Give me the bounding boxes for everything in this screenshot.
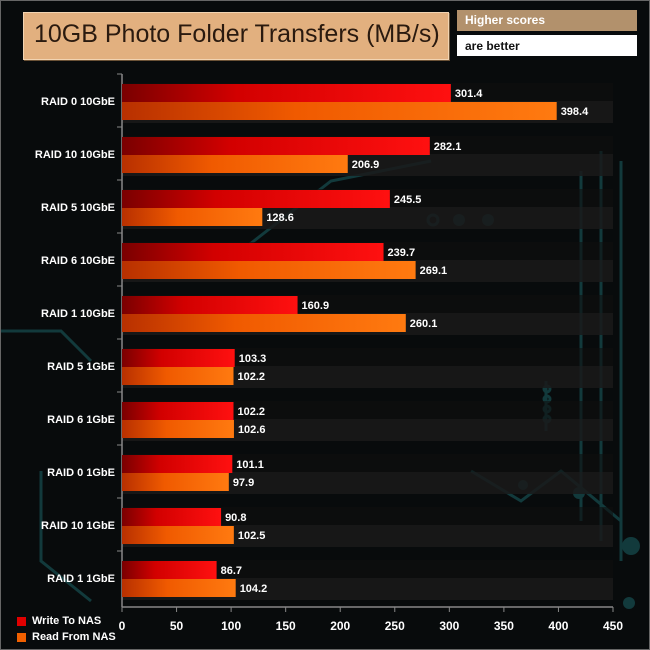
- bar-read: [122, 579, 236, 597]
- value-label: 239.7: [388, 247, 416, 259]
- legend-item-read: Read From NAS: [17, 629, 116, 645]
- legend-label-read: Read From NAS: [32, 631, 116, 643]
- value-label: 160.9: [302, 300, 330, 312]
- bar-read: [122, 473, 229, 491]
- value-label: 90.8: [225, 512, 246, 524]
- row-band-upper: [122, 401, 613, 419]
- row-band-upper: [122, 454, 613, 472]
- badge-line-2: are better: [465, 39, 520, 53]
- category-label: RAID 5 10GbE: [41, 202, 115, 214]
- value-label: 206.9: [352, 159, 380, 171]
- row-band: [122, 472, 613, 494]
- bar-read: [122, 367, 234, 385]
- x-tick-label: 150: [276, 619, 296, 633]
- value-label: 102.2: [238, 406, 266, 418]
- value-label: 269.1: [420, 265, 448, 277]
- better-badge: are better: [457, 35, 637, 56]
- value-label: 86.7: [221, 565, 242, 577]
- x-tick-label: 450: [603, 619, 623, 633]
- bars: [122, 84, 557, 597]
- category-labels: RAID 0 10GbE RAID 10 10GbE RAID 5 10GbE RAI…: [35, 96, 115, 585]
- value-labels: 301.4 398.4 282.1 206.9 245.5 128.6 239.7 269.1…: [221, 88, 590, 595]
- badge-line-1: Higher scores: [465, 13, 546, 27]
- category-label: RAID 0 10GbE: [41, 96, 115, 108]
- value-label: 398.4: [561, 106, 589, 118]
- value-label: 97.9: [233, 477, 254, 489]
- value-label: 301.4: [455, 88, 483, 100]
- value-label: 128.6: [266, 212, 294, 224]
- row-band-upper: [122, 348, 613, 366]
- category-label: RAID 10 1GbE: [41, 520, 115, 532]
- x-tick-label: 50: [170, 619, 184, 633]
- category-label: RAID 10 10GbE: [35, 149, 115, 161]
- bar-write: [122, 243, 384, 261]
- bar-write: [122, 561, 217, 579]
- bar-read: [122, 102, 557, 120]
- bar-write: [122, 455, 233, 473]
- x-tick-labels: 0 50 100 150 200 250 300 350 400 450: [119, 619, 624, 633]
- x-tick-label: 250: [385, 619, 405, 633]
- x-tick-label: 300: [439, 619, 459, 633]
- bar-write: [122, 508, 222, 526]
- legend-label-write: Write To NAS: [32, 615, 102, 627]
- category-label: RAID 0 1GbE: [47, 467, 115, 479]
- x-tick-label: 200: [330, 619, 350, 633]
- value-label: 245.5: [394, 194, 422, 206]
- category-label: RAID 6 1GbE: [47, 414, 115, 426]
- value-label: 101.1: [236, 459, 264, 471]
- category-label: RAID 6 10GbE: [41, 255, 115, 267]
- x-tick-label: 400: [548, 619, 568, 633]
- bar-write: [122, 296, 298, 314]
- category-label: RAID 1 10GbE: [41, 308, 115, 320]
- bar-write: [122, 190, 390, 208]
- value-label: 102.5: [238, 530, 266, 542]
- bar-write: [122, 349, 235, 367]
- value-label: 102.6: [238, 424, 266, 436]
- row-band: [122, 525, 613, 547]
- legend-swatch-read: [17, 632, 26, 642]
- chart-title-box: 10GB Photo Folder Transfers (MB/s): [23, 12, 449, 60]
- bar-read: [122, 261, 416, 279]
- row-band: [122, 578, 613, 600]
- row-band-upper: [122, 560, 613, 578]
- x-tick-label: 0: [119, 619, 126, 633]
- legend-item-write: Write To NAS: [17, 613, 116, 629]
- legend: Write To NAS Read From NAS: [17, 613, 116, 645]
- category-label: RAID 1 1GbE: [47, 573, 115, 585]
- row-band: [122, 419, 613, 441]
- bar-read: [122, 208, 263, 226]
- x-tick-label: 350: [494, 619, 514, 633]
- higher-scores-badge: Higher scores: [457, 10, 637, 31]
- value-label: 102.2: [238, 371, 266, 383]
- bar-read: [122, 526, 234, 544]
- value-label: 104.2: [240, 583, 268, 595]
- row-band: [122, 366, 613, 388]
- value-label: 260.1: [410, 318, 438, 330]
- chart-title: 10GB Photo Folder Transfers (MB/s): [34, 20, 440, 48]
- bar-read: [122, 420, 234, 438]
- legend-swatch-write: [17, 616, 26, 626]
- bar-read: [122, 155, 348, 173]
- value-label: 282.1: [434, 141, 462, 153]
- row-band-upper: [122, 507, 613, 525]
- x-tick-label: 100: [221, 619, 241, 633]
- bar-write: [122, 402, 234, 420]
- bar-write: [122, 84, 451, 102]
- category-label: RAID 5 1GbE: [47, 361, 115, 373]
- value-label: 103.3: [239, 353, 267, 365]
- bar-read: [122, 314, 406, 332]
- bar-write: [122, 137, 430, 155]
